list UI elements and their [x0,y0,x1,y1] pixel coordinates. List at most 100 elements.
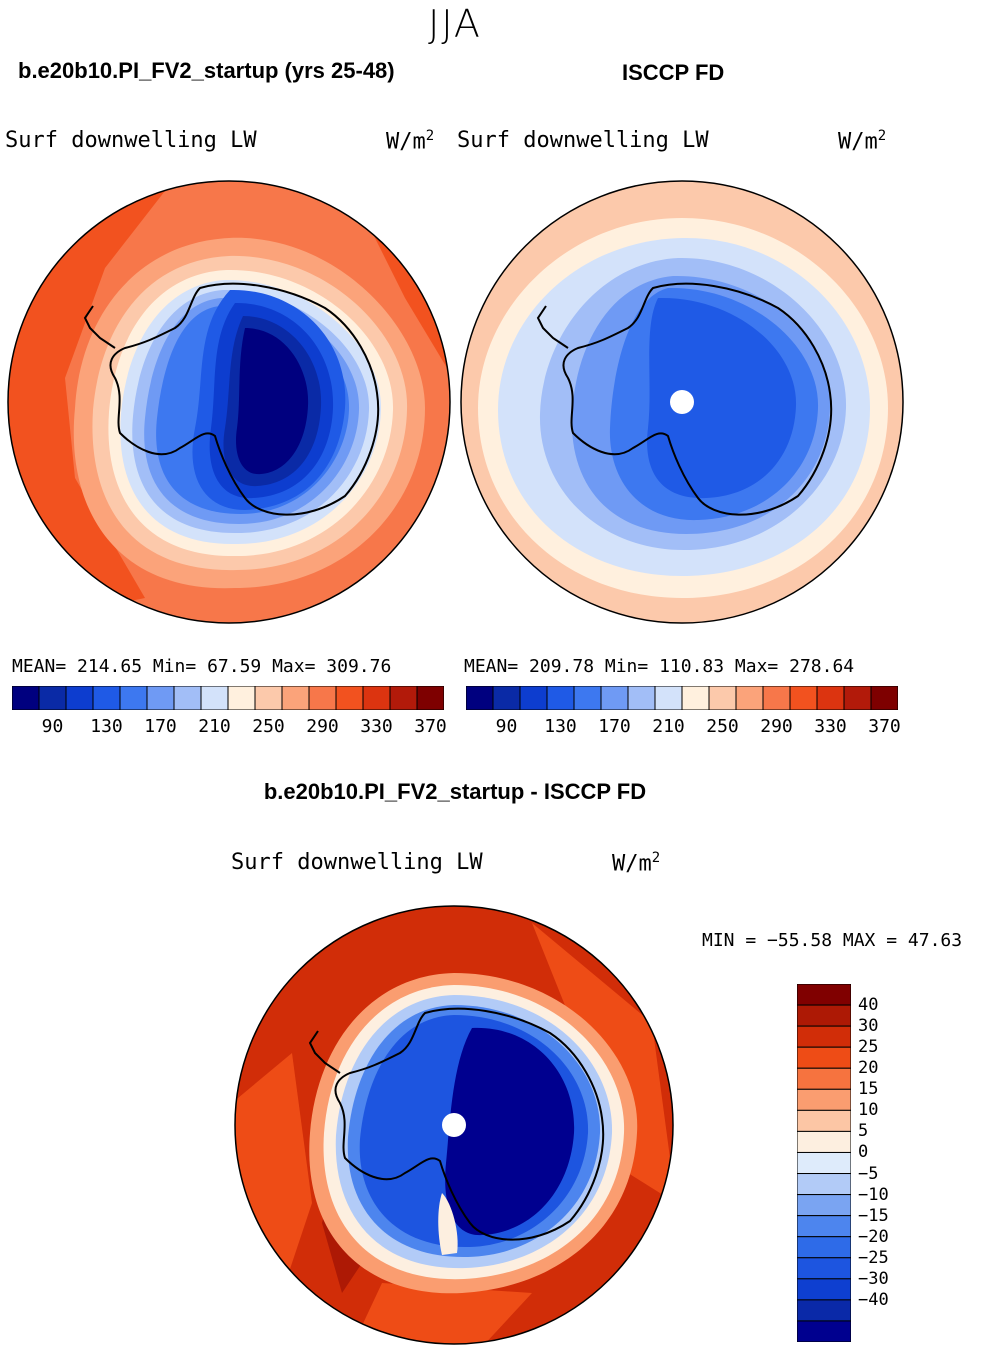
colorbar-diff-tick-label: −40 [858,1289,889,1310]
panel-units-model: W/m2 [386,128,435,155]
colorbar-model-swatch [65,686,94,710]
colorbar-diff-tick-label: 25 [858,1037,879,1058]
colorbar-diff-swatch [797,1236,851,1259]
colorbar-diff-swatch [797,1257,851,1280]
colorbar-diff-tick-label: 10 [858,1100,879,1121]
colorbar-obs-tick-label: 330 [814,716,847,737]
colorbar-model-swatch [12,686,40,710]
polar-map-model [7,180,451,624]
colorbar-diff-tick-label: −20 [858,1226,889,1247]
colorbar-diff-swatch [797,1046,851,1069]
colorbar-obs-swatch [546,686,575,710]
colorbar-obs-swatch [573,686,602,710]
colorbar-diff-swatch [797,1215,851,1238]
stats-obs: MEAN= 209.78 Min= 110.83 Max= 278.64 [464,656,855,677]
colorbar-obs-tick-label: 250 [706,716,739,737]
colorbar-model-tick-label: 210 [198,716,231,737]
colorbar-obs-tick-label: 210 [652,716,685,737]
colorbar-model [12,686,444,710]
colorbar-diff-swatch [797,984,851,1006]
panel-variable-model: Surf downwelling LW [5,128,257,153]
colorbar-diff-swatch [797,1299,851,1322]
colorbar-diff-swatch [797,1025,851,1048]
diff-title: b.e20b10.PI_FV2_startup - ISCCP FD [263,779,647,804]
colorbar-diff-tick-label: 20 [858,1058,879,1079]
colorbar-obs-swatch [654,686,683,710]
colorbar-obs-tick-label: 290 [760,716,793,737]
colorbar-model-swatch [416,686,444,710]
colorbar-diff-swatch [797,1130,851,1153]
colorbar-diff-swatch [797,1109,851,1132]
colorbar-obs-swatch [843,686,872,710]
colorbar-diff-swatch [797,1004,851,1027]
diff-units: W/m2 [612,850,661,877]
colorbar-obs-tick-label: 90 [495,716,518,737]
colorbar-obs-swatch [492,686,521,710]
panel-title-model: b.e20b10.PI_FV2_startup (yrs 25-48) [18,58,395,83]
colorbar-obs-swatch [708,686,737,710]
colorbar-obs-tick-label: 170 [598,716,631,737]
colorbar-model-ticks: 90 130 170 210 250 290 330 370 [12,716,447,738]
colorbar-model-tick-label: 170 [144,716,177,737]
colorbar-model-swatch [173,686,202,710]
colorbar-obs-swatch [466,686,494,710]
colorbar-model-swatch [38,686,67,710]
diff-variable: Surf downwelling LW [231,850,483,875]
colorbar-model-swatch [146,686,175,710]
colorbar-obs-ticks: 90 130 170 210 250 290 330 370 [466,716,901,738]
colorbar-diff-swatch [797,1173,851,1196]
polar-map-diff [234,905,674,1345]
colorbar-model-tick-label: 330 [360,716,393,737]
colorbar-model-tick-label: 90 [41,716,64,737]
colorbar-model-swatch [281,686,310,710]
panel-title-obs: ISCCP FD [622,60,725,85]
colorbar-model-tick-label: 290 [306,716,339,737]
colorbar-diff-ticks: 40 30 25 20 15 10 5 0 −5 −10 −15 −20 −25 −30 −40 [858,984,978,1342]
colorbar-obs-swatch [789,686,818,710]
colorbar-diff-swatch [797,1278,851,1301]
colorbar-obs-swatch [600,686,629,710]
colorbar-diff-tick-label: −15 [858,1205,889,1226]
colorbar-diff-tick-label: 15 [858,1079,879,1100]
colorbar-model-tick-label: 130 [90,716,123,737]
colorbar-diff-swatch [797,1194,851,1217]
diff-stats: MIN = −55.58 MAX = 47.63 [702,930,963,951]
colorbar-diff-tick-label: −10 [858,1184,889,1205]
colorbar-diff-tick-label: −25 [858,1247,889,1268]
colorbar-diff-tick-label: 0 [858,1142,869,1163]
colorbar-diff [797,984,851,1342]
colorbar-diff-tick-label: 40 [858,995,879,1016]
colorbar-model-tick-label: 370 [414,716,447,737]
colorbar-obs-swatch [627,686,656,710]
colorbar-model-swatch [254,686,283,710]
colorbar-obs-swatch [816,686,845,710]
colorbar-model-swatch [92,686,121,710]
colorbar-model-swatch [389,686,418,710]
colorbar-model-swatch [227,686,256,710]
colorbar-diff-swatch [797,1151,851,1175]
panel-variable-obs: Surf downwelling LW [457,128,709,153]
colorbar-model-swatch [362,686,391,710]
colorbar-model-swatch [308,686,337,710]
colorbar-obs-tick-label: 370 [868,716,901,737]
colorbar-diff-tick-label: 30 [858,1016,879,1037]
colorbar-obs-swatch [735,686,764,710]
season-label: JJA [428,2,482,46]
colorbar-diff-swatch [797,1088,851,1111]
colorbar-obs-swatch [870,686,898,710]
colorbar-obs [466,686,898,710]
polar-map-obs [460,180,904,624]
colorbar-model-swatch [335,686,364,710]
colorbar-diff-swatch [797,1067,851,1090]
colorbar-obs-swatch [681,686,710,710]
colorbar-diff-tick-label: 5 [858,1121,869,1142]
panel-units-obs: W/m2 [838,128,887,155]
stats-model: MEAN= 214.65 Min= 67.59 Max= 309.76 [12,656,392,677]
colorbar-diff-tick-label: −5 [858,1163,879,1184]
colorbar-obs-swatch [519,686,548,710]
colorbar-model-swatch [200,686,229,710]
colorbar-diff-tick-label: −30 [858,1268,889,1289]
colorbar-diff-swatch [797,1320,851,1342]
colorbar-model-swatch [119,686,148,710]
colorbar-model-tick-label: 250 [252,716,285,737]
